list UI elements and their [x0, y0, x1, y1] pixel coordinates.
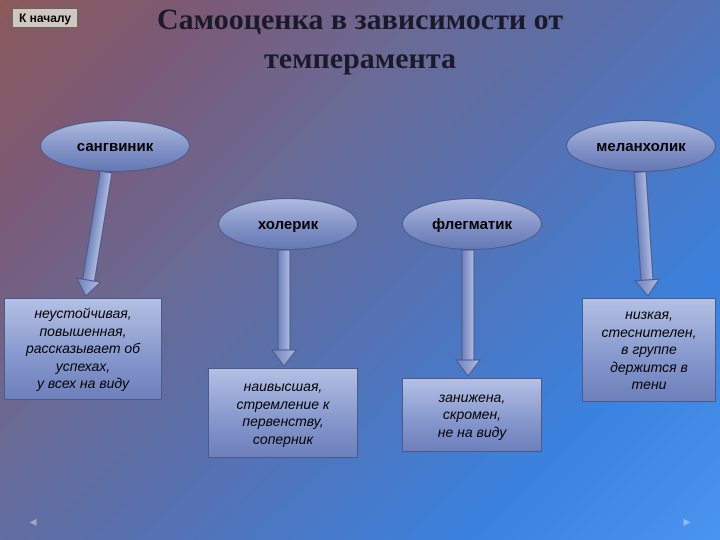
rect-choleric-text: наивысшая,стремление кпервенству,соперни…: [237, 378, 330, 448]
arrows-layer: [0, 0, 720, 540]
nav-prev-icon[interactable]: ◂: [24, 512, 42, 530]
rect-melancholic: низкая,стеснителен,в группедержится втен…: [582, 298, 716, 402]
rect-choleric: наивысшая,стремление кпервенству,соперни…: [208, 368, 358, 458]
title-line2: темперамента: [264, 42, 456, 75]
title-line1: Самооценка в зависимости от: [157, 3, 563, 36]
ellipse-choleric: холерик: [218, 198, 358, 250]
ellipse-phlegmatic: флегматик: [402, 198, 542, 250]
ellipse-sanguine: сангвиник: [40, 120, 190, 172]
page-title: Самооценка в зависимости от темперамента: [0, 0, 720, 78]
ellipse-phlegmatic-label: флегматик: [432, 216, 512, 233]
ellipse-melancholic-label: меланхолик: [596, 138, 685, 155]
rect-phlegmatic-text: занижена,скромен,не на виду: [438, 389, 506, 442]
rect-sanguine-text: неустойчивая,повышенная,рассказывает обу…: [26, 305, 140, 393]
ellipse-sanguine-label: сангвиник: [77, 138, 153, 155]
ellipse-choleric-label: холерик: [258, 216, 318, 233]
rect-melancholic-text: низкая,стеснителен,в группедержится втен…: [601, 306, 696, 394]
rect-sanguine: неустойчивая,повышенная,рассказывает обу…: [4, 298, 162, 400]
nav-next-icon[interactable]: ▸: [678, 512, 696, 530]
rect-phlegmatic: занижена,скромен,не на виду: [402, 378, 542, 452]
ellipse-melancholic: меланхолик: [566, 120, 716, 172]
